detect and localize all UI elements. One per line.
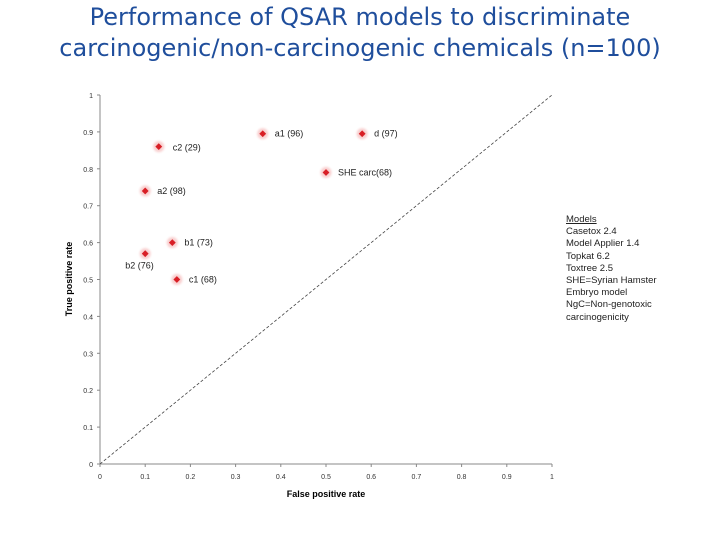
x-tick-label: 0.9 [502,474,512,481]
data-point-label: b1 (73) [184,238,213,248]
models-legend-item: Casetox 2.4 [566,226,617,238]
x-tick-label: 0.2 [186,474,196,481]
data-points: a1 (96) d (97) c2 (29) SHE carc(68) a2 (98) b… [125,125,398,288]
x-tick-label: 0.8 [457,474,467,481]
title-line-1: Performance of QSAR models to discrimina… [89,3,631,31]
y-tick-label: 0.7 [83,204,93,211]
data-point-marker [155,143,163,151]
x-tick-label: 1 [550,474,554,481]
models-legend-item: SHE=Syrian Hamster [566,275,657,287]
x-tick-label: 0 [98,474,102,481]
x-tick-label: 0.5 [321,474,331,481]
x-axis-ticks: 0 0.1 0.2 0.3 0.4 0.5 0.6 0.7 0.8 0.9 1 [98,464,554,481]
y-tick-label: 0.1 [83,425,93,432]
y-tick-label: 0.8 [83,167,93,174]
data-point: b2 (76) [125,245,154,271]
data-point-marker [358,130,366,138]
data-point: a2 (98) [137,182,186,199]
data-point: a1 (96) [254,125,304,142]
y-tick-label: 0.6 [83,241,93,248]
data-point: c2 (29) [150,138,201,155]
data-point-label: d (97) [374,129,398,139]
models-legend-item: NgC=Non-genotoxic [566,299,652,311]
data-point-marker [141,187,149,195]
data-point: SHE carc(68) [318,164,392,181]
y-tick-label: 0.5 [83,278,93,285]
x-tick-label: 0.3 [231,474,241,481]
data-point-marker [259,130,267,138]
y-tick-label: 0.2 [83,388,93,395]
chart-title: Performance of QSAR models to discrimina… [0,2,720,64]
data-point-label: b2 (76) [125,261,154,271]
data-point: b1 (73) [164,234,213,251]
x-axis-title: False positive rate [287,489,366,499]
x-tick-label: 0.4 [276,474,286,481]
data-point-marker [141,250,149,258]
data-point-marker [173,276,181,283]
x-tick-label: 0.1 [140,474,150,481]
y-axis-title: True positive rate [64,242,74,317]
title-line-2: carcinogenic/non-carcinogenic chemicals … [59,34,661,62]
models-legend-item: Topkat 6.2 [566,250,610,262]
models-legend: Models Casetox 2.4 Model Applier 1.4 Top… [566,214,716,324]
diagonal-reference-line [99,94,553,465]
data-point: c1 (68) [168,271,217,288]
models-legend-item: Model Applier 1.4 [566,238,640,250]
x-tick-label: 0.7 [412,474,422,481]
data-point-label: a2 (98) [157,186,186,196]
y-tick-label: 0 [89,462,93,469]
y-tick-label: 0.4 [83,314,93,321]
y-tick-label: 0.9 [83,130,93,137]
data-point-label: c2 (29) [173,143,201,153]
x-tick-label: 0.6 [366,474,376,481]
data-point: d (97) [354,125,398,142]
plot-area [99,94,553,465]
models-legend-item: Embryo model [566,287,628,299]
models-legend-item: Toxtree 2.5 [566,262,613,274]
data-point-label: c1 (68) [189,275,217,285]
models-legend-heading: Models [566,214,597,225]
y-tick-label: 1 [89,93,93,100]
data-point-marker [168,239,176,246]
y-tick-label: 0.3 [83,351,93,358]
data-point-label: a1 (96) [275,129,304,139]
models-legend-item: carcinogenicity [566,311,629,323]
data-point-label: SHE carc(68) [338,167,392,177]
y-axis-ticks: 0 0.1 0.2 0.3 0.4 0.5 0.6 0.7 0.8 0.9 1 [83,93,100,469]
data-point-marker [322,169,330,176]
